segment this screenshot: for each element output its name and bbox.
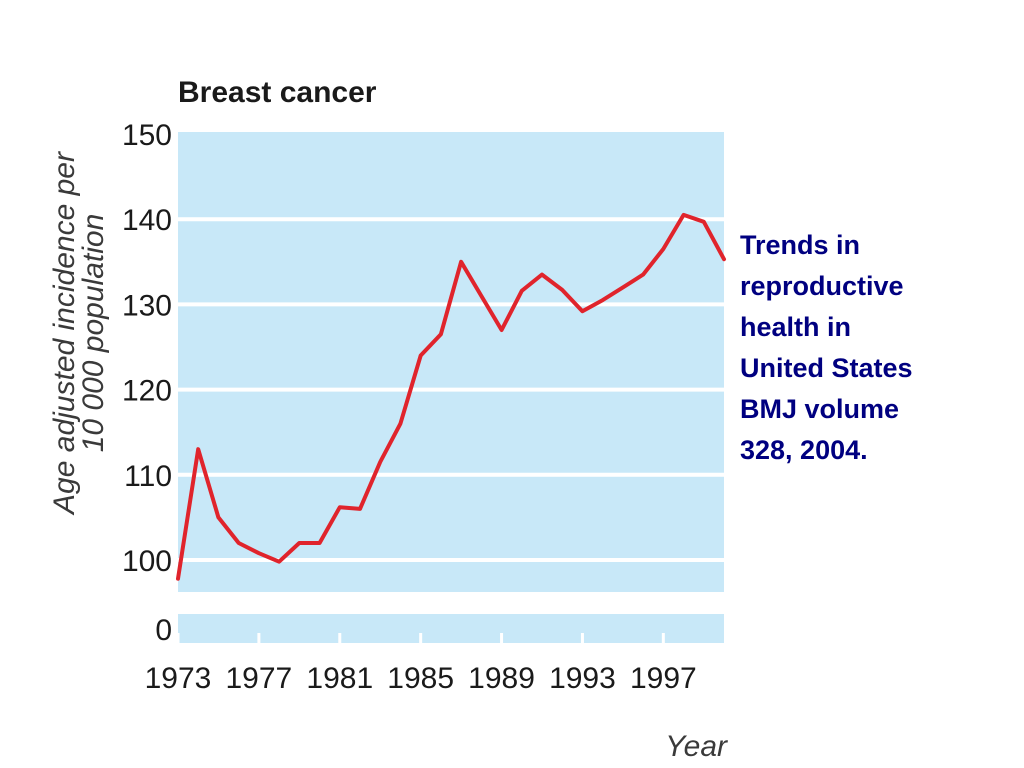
data-point: [621, 285, 625, 289]
data-point: [682, 213, 686, 217]
data-point: [419, 354, 423, 358]
citation-note-line: Trends in: [740, 230, 861, 260]
data-point: [661, 247, 665, 251]
y-axis-label: Age adjusted incidence per 10 000 popula…: [48, 151, 110, 516]
data-point: [318, 541, 322, 545]
x-tick-label: 1989: [468, 662, 535, 695]
data-point: [459, 260, 463, 264]
x-tick-label: 1977: [226, 662, 293, 695]
data-point: [196, 447, 200, 451]
data-point: [580, 309, 584, 313]
data-point: [216, 515, 220, 519]
data-point: [176, 577, 180, 581]
plot-area: [176, 132, 726, 643]
data-point: [338, 505, 342, 509]
data-point: [722, 257, 726, 261]
x-tick-labels: 1973 1977 1981 1985 1989 1993 1997: [145, 662, 697, 695]
y-tick-label: 100: [122, 545, 172, 578]
y-tick-label: 150: [122, 119, 172, 152]
plot-background-upper: [178, 132, 724, 592]
x-tick-label: 1993: [549, 662, 616, 695]
data-point: [439, 332, 443, 336]
data-point: [479, 294, 483, 298]
data-point: [237, 541, 241, 545]
y-axis-label-line-1: Age adjusted incidence per: [48, 151, 81, 516]
data-point: [601, 298, 605, 302]
y-tick-labels: 100 110 120 130 140 150 0: [122, 119, 172, 647]
plot-background-lower: [178, 614, 724, 643]
x-tick-label: 1981: [306, 662, 373, 695]
citation-note: Trends in reproductive health in United Sta…: [740, 225, 990, 471]
y-tick-label: 140: [122, 204, 172, 237]
data-point: [500, 328, 504, 332]
data-point: [358, 507, 362, 511]
x-tick-label: 1973: [145, 662, 212, 695]
x-axis-label: Year: [665, 730, 728, 763]
series-line: [176, 212, 726, 581]
citation-note-line: reproductive: [740, 271, 904, 301]
data-point: [297, 541, 301, 545]
y-axis-label-line-2: 10 000 population: [77, 214, 110, 453]
data-point: [378, 460, 382, 464]
data-point: [398, 422, 402, 426]
data-point: [540, 273, 544, 277]
citation-note-line: BMJ volume: [740, 394, 900, 424]
y-tick-label: 110: [124, 460, 172, 493]
data-point: [257, 551, 261, 555]
chart-title: Breast cancer: [178, 76, 377, 109]
citation-note-line: 328, 2004.: [740, 435, 868, 465]
data-point: [702, 220, 706, 224]
citation-note-line: United States: [740, 353, 913, 383]
y-tick-label: 0: [155, 614, 172, 647]
data-point: [277, 560, 281, 564]
data-point: [641, 273, 645, 277]
y-tick-label: 130: [122, 289, 172, 322]
data-point: [560, 288, 564, 292]
y-tick-label: 120: [122, 375, 172, 408]
data-point: [520, 289, 524, 293]
x-tick-label: 1997: [630, 662, 697, 695]
x-tick-label: 1985: [387, 662, 454, 695]
citation-note-line: health in: [740, 312, 852, 342]
